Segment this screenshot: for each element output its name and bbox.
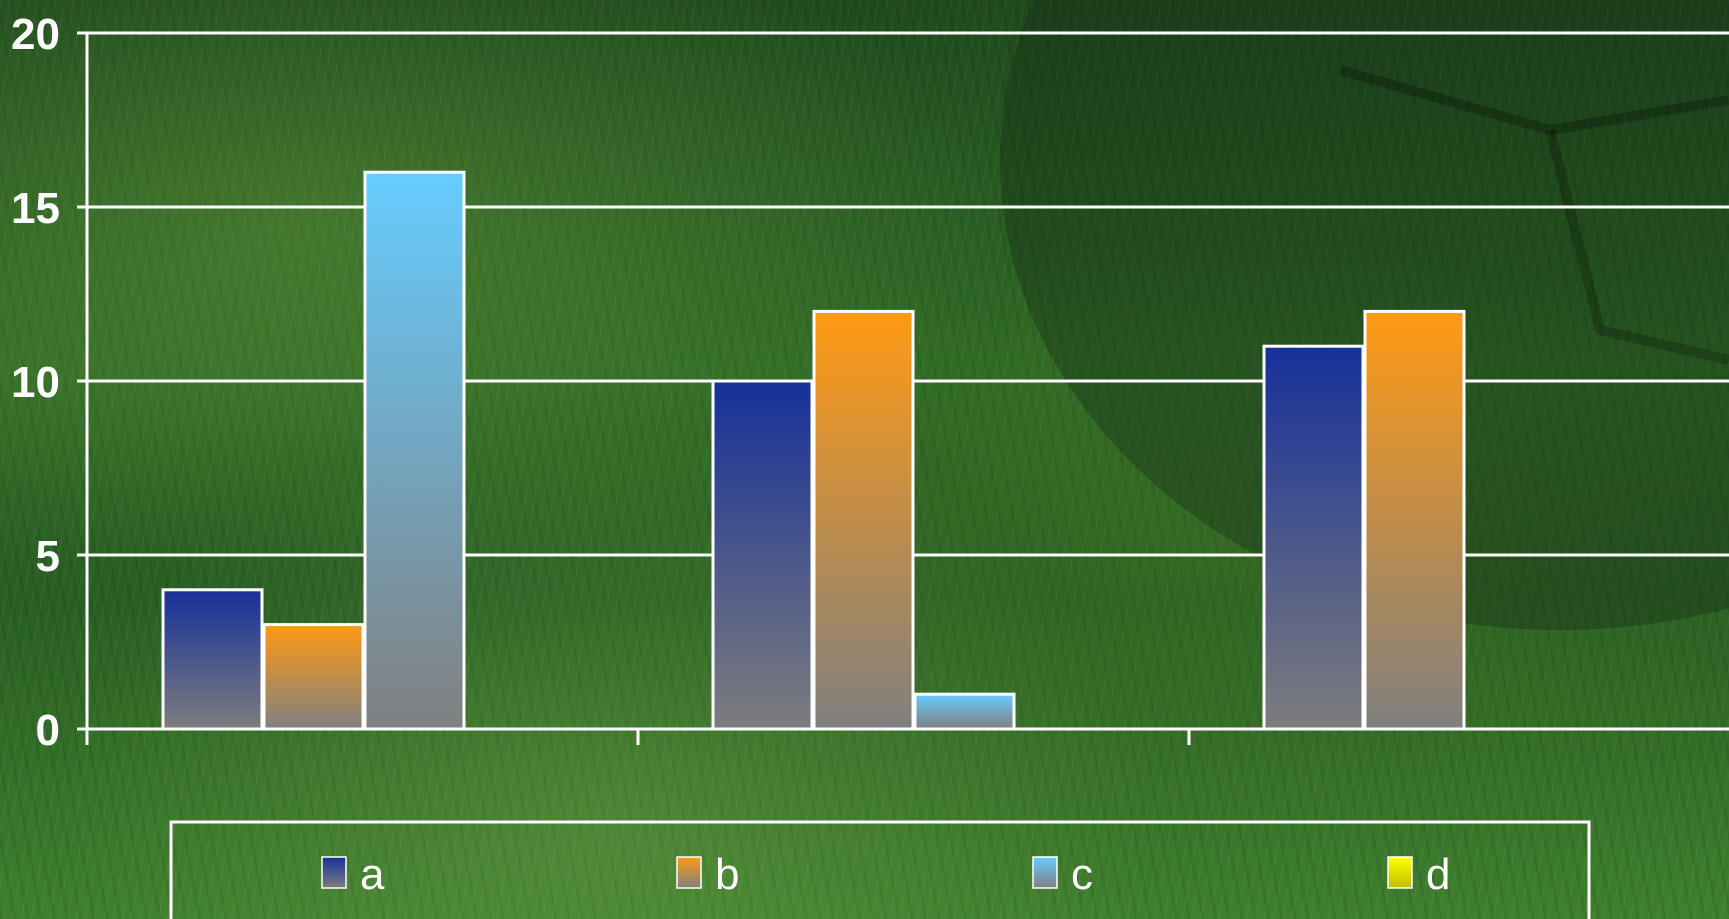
bar-a-3 <box>1262 344 1365 731</box>
y-tick-labels: 0 5 10 15 20 <box>11 10 60 755</box>
legend-swatch-a <box>321 856 347 889</box>
y-tick-label: 0 <box>36 706 60 755</box>
legend-swatch-d <box>1387 856 1413 889</box>
bar-a-1 <box>161 588 264 731</box>
legend-label-c: c <box>1071 850 1093 899</box>
legend-box <box>169 820 1591 919</box>
legend-swatch-c <box>1032 856 1058 889</box>
y-tick-label: 5 <box>36 532 60 581</box>
bar-a-2 <box>711 379 814 731</box>
bars <box>161 170 1466 731</box>
legend-label-b: b <box>715 850 739 899</box>
legend-swatch-b <box>676 856 702 889</box>
legend-label-a: a <box>360 850 385 899</box>
bar-b-2 <box>812 309 915 731</box>
bar-c-2 <box>913 692 1016 731</box>
legend: a b c d <box>169 820 1591 919</box>
legend-label-d: d <box>1426 850 1450 899</box>
y-tick-label: 15 <box>11 184 60 233</box>
bar-c-1 <box>363 170 466 731</box>
bar-b-3 <box>1363 309 1466 731</box>
y-tick-label: 10 <box>11 358 60 407</box>
bar-b-1 <box>262 623 365 731</box>
y-tick-label: 20 <box>11 10 60 59</box>
